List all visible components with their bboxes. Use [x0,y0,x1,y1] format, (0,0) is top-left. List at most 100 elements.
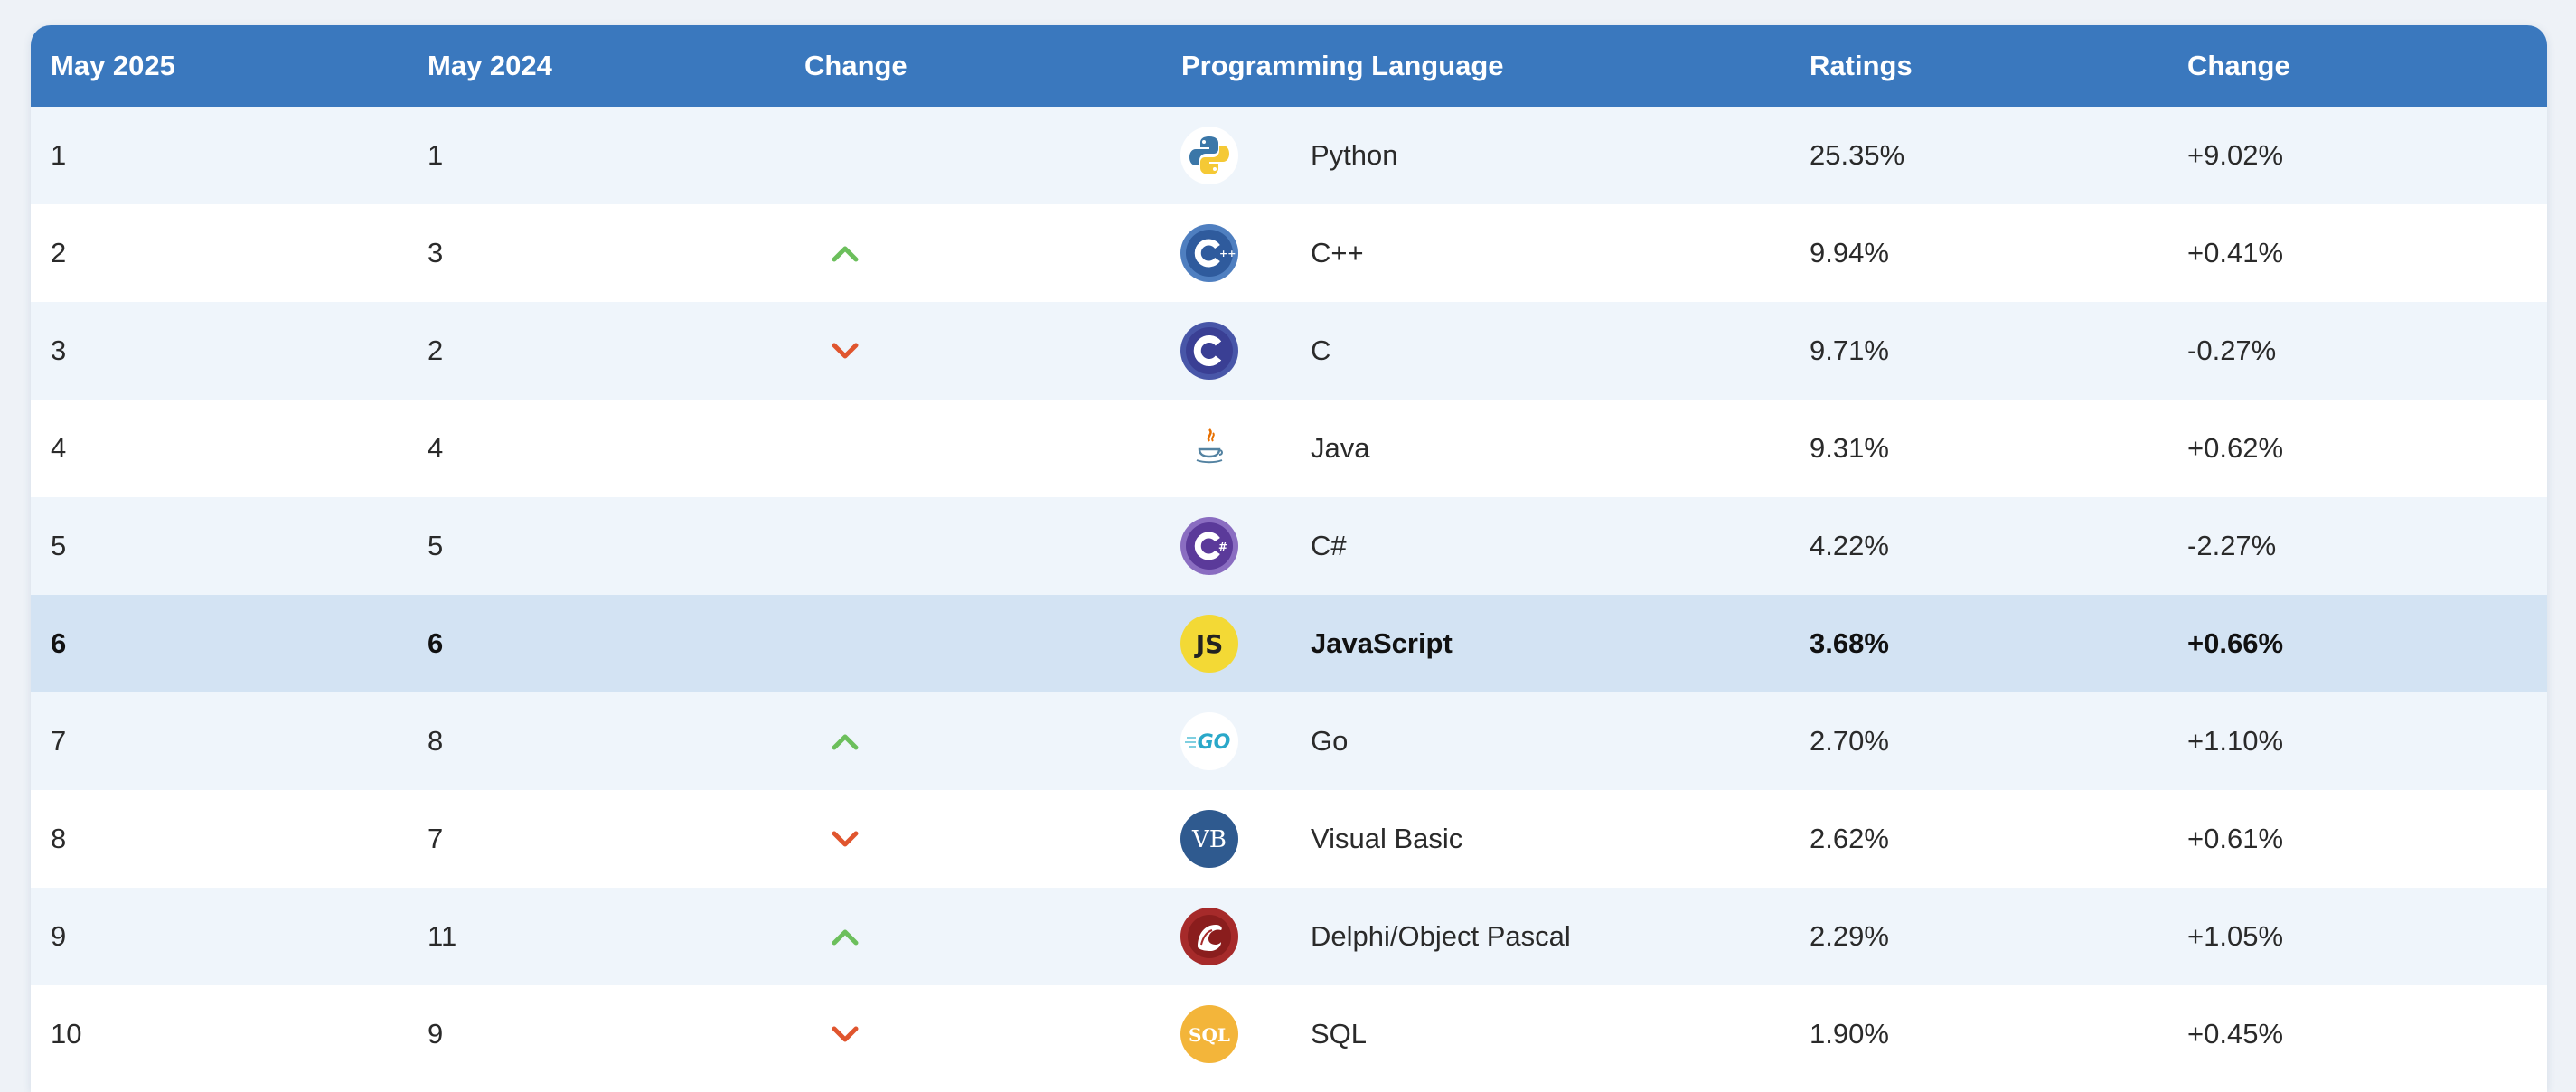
rating-change: +0.45% [2187,1018,2284,1050]
logo-cell: VB [1161,790,1311,888]
rating-value: 1.90% [1810,1018,1889,1050]
table-row: 2 3 ++ C++ 9.94% +0.41% [31,204,2547,302]
trend-cell [785,692,1161,790]
svg-text:SQL: SQL [1189,1024,1230,1046]
svg-text:++: ++ [1219,248,1236,259]
table-row: 5 5 # C# 4.22% -2.27% [31,497,2547,595]
language-name[interactable]: Java [1311,432,1370,464]
rating-change: +0.62% [2187,432,2284,464]
language-name[interactable]: Go [1311,725,1349,757]
rank-2024: 5 [428,530,444,561]
rating-value: 9.31% [1810,432,1889,464]
trend-cell [785,400,1161,497]
trend-cell [785,107,1161,204]
table-row: 9 11 Delphi/Object Pascal 2.29% +1.05% [31,888,2547,985]
rank-2024: 8 [428,725,444,757]
rating-value: 2.62% [1810,823,1889,854]
header-programming-language[interactable]: Programming Language [1181,50,1504,81]
javascript-logo-icon: JS [1180,614,1239,673]
rating-value: 2.29% [1810,920,1889,952]
rating-value: 9.71% [1810,334,1889,366]
trend-up-icon [832,725,859,750]
trend-down-icon [832,823,859,847]
trend-cell [785,302,1161,400]
visual-basic-logo-icon: VB [1180,809,1239,869]
logo-cell [1161,888,1311,985]
rating-value: 2.70% [1810,725,1889,757]
trend-cell [785,985,1161,1083]
logo-cell: JS [1161,595,1311,692]
logo-cell [1161,302,1311,400]
rank-2024: 9 [428,1018,444,1050]
rating-change: +9.02% [2187,139,2284,171]
rating-change: -2.27% [2187,530,2277,561]
rank-2024: 1 [428,139,444,171]
table-row: 6 6 JS JavaScript 3.68% +0.66% [31,595,2547,692]
table-row: 8 7 VB Visual Basic 2.62% +0.61% [31,790,2547,888]
svg-text:JS: JS [1194,629,1224,659]
header-change[interactable]: Change [804,50,907,81]
logo-cell: GO [1161,692,1311,790]
rank-2025: 4 [51,432,67,464]
rating-value: 3.68% [1810,627,1889,659]
rank-2024: 4 [428,432,444,464]
table-row: 7 8 GO Go 2.70% +1.10% [31,692,2547,790]
table-row: 3 2 C 9.71% -0.27% [31,302,2547,400]
logo-cell: # [1161,497,1311,595]
c-logo-icon [1180,321,1239,381]
svg-text:#: # [1218,541,1227,553]
trend-cell [785,888,1161,985]
language-name[interactable]: C [1311,334,1331,366]
header-ratings[interactable]: Ratings [1810,50,1913,81]
language-name[interactable]: Delphi/Object Pascal [1311,920,1571,952]
header-may-2025[interactable]: May 2025 [51,50,175,81]
trend-up-icon [832,237,859,262]
logo-cell [1161,107,1311,204]
cpp-logo-icon: ++ [1180,223,1239,283]
trend-cell [785,595,1161,692]
rating-change: +1.05% [2187,920,2284,952]
go-logo-icon: GO [1180,711,1239,771]
trend-up-icon [832,920,859,946]
logo-cell [1161,400,1311,497]
rank-2025: 9 [51,920,67,952]
header-may-2024[interactable]: May 2024 [428,50,552,81]
language-ranking-table: May 2025 May 2024 Change Programming Lan… [31,25,2547,1083]
table-row: 4 4 Java 9.31% +0.62% [31,400,2547,497]
svg-text:VB: VB [1191,826,1227,853]
language-name[interactable]: Python [1311,139,1398,171]
rating-change: +0.66% [2187,627,2284,659]
rank-2025: 8 [51,823,67,854]
python-logo-icon [1180,126,1239,185]
language-name[interactable]: C++ [1311,237,1364,268]
language-name[interactable]: C# [1311,530,1347,561]
rating-value: 4.22% [1810,530,1889,561]
svg-text:GO: GO [1198,731,1231,754]
rank-2025: 7 [51,725,67,757]
language-name[interactable]: Visual Basic [1311,823,1463,854]
delphi-logo-icon [1180,907,1239,966]
rank-2024: 6 [428,627,444,659]
rating-value: 9.94% [1810,237,1889,268]
table-header-row: May 2025 May 2024 Change Programming Lan… [31,25,2547,107]
rank-2024: 2 [428,334,444,366]
rank-2024: 7 [428,823,444,854]
rank-2025: 10 [51,1018,82,1050]
rank-2025: 3 [51,334,67,366]
language-name[interactable]: JavaScript [1311,627,1453,659]
csharp-logo-icon: # [1180,516,1239,576]
trend-down-icon [832,1018,859,1042]
trend-cell [785,497,1161,595]
trend-down-icon [832,334,859,359]
trend-cell [785,204,1161,302]
header-ratings-change[interactable]: Change [2187,50,2290,81]
rating-change: +1.10% [2187,725,2284,757]
rank-2025: 6 [51,627,67,659]
logo-cell: ++ [1161,204,1311,302]
rating-change: +0.41% [2187,237,2284,268]
rating-change: +0.61% [2187,823,2284,854]
table-row: 1 1 Python 25.35% +9.02% [31,107,2547,204]
table-row: 10 9 SQL SQL 1.90% +0.45% [31,985,2547,1083]
rating-value: 25.35% [1810,139,1905,171]
language-name[interactable]: SQL [1311,1018,1368,1050]
